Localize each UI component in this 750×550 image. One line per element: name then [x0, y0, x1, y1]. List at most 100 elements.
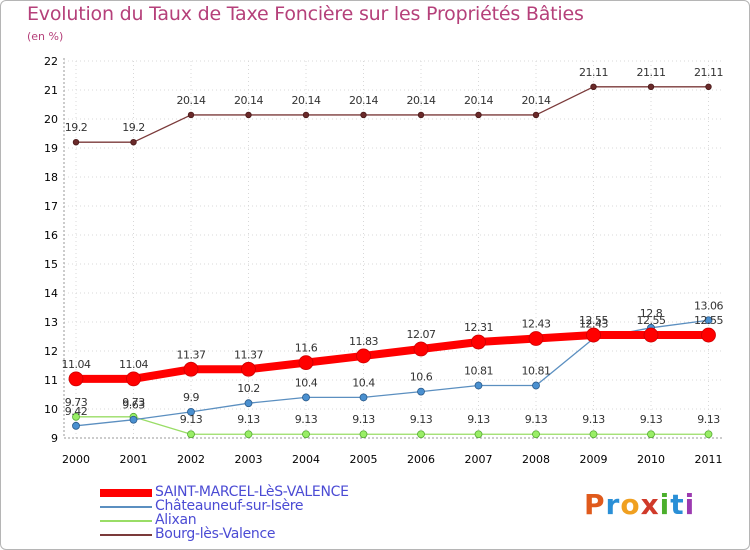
data-point	[129, 415, 138, 424]
data-label: 12.55	[579, 314, 608, 327]
data-point	[413, 341, 429, 357]
y-tick-label: 18	[44, 171, 58, 184]
data-point	[360, 111, 367, 119]
logo-letter: x	[640, 488, 660, 521]
y-tick-label: 9	[51, 432, 58, 445]
data-point	[474, 381, 483, 390]
y-tick-label: 14	[44, 287, 58, 300]
data-point	[72, 412, 80, 421]
data-label: 21.11	[637, 66, 666, 79]
data-label: 9.63	[122, 399, 145, 412]
legend-label: SAINT-MARCEL-LèS-VALENCE	[155, 484, 349, 500]
logo-letter: i	[684, 488, 696, 521]
data-point	[359, 393, 368, 402]
data-label: 10.6	[410, 371, 433, 384]
data-point	[586, 327, 601, 343]
series-3	[72, 83, 712, 146]
series-line	[76, 331, 709, 383]
data-point	[474, 430, 483, 439]
x-tick-label: 2008	[522, 453, 550, 466]
legend-label: Alixan	[155, 512, 197, 528]
data-label: 12.07	[407, 328, 436, 341]
data-label: 9.13	[295, 413, 318, 426]
data-label: 9.13	[410, 413, 433, 426]
data-point	[245, 111, 252, 119]
data-point	[532, 430, 540, 439]
data-point	[187, 430, 195, 439]
legend-swatch	[100, 534, 152, 536]
data-point	[417, 430, 425, 439]
data-point	[302, 393, 310, 402]
logo-letter: i	[659, 488, 671, 521]
x-tick-label: 2010	[637, 453, 665, 466]
x-tick-label: 2000	[62, 453, 90, 466]
data-label: 20.14	[522, 94, 551, 107]
legend-item: Alixan	[100, 512, 380, 529]
data-point	[590, 83, 597, 91]
series-layer	[68, 83, 716, 439]
data-point	[68, 371, 84, 387]
data-label: 9.13	[180, 413, 203, 426]
data-label: 19.2	[65, 121, 88, 134]
data-point	[72, 421, 80, 430]
data-label: 21.11	[694, 66, 723, 79]
x-tick-label: 2009	[580, 453, 608, 466]
y-tick-label: 13	[44, 316, 58, 329]
data-label: 12.55	[637, 314, 666, 327]
legend-item: Bourg-lès-Valence	[100, 526, 380, 543]
legend-item: SAINT-MARCEL-LèS-VALENCE	[100, 484, 380, 501]
x-tick-label: 2011	[695, 453, 723, 466]
data-label: 12.8	[640, 307, 663, 320]
data-point	[647, 430, 655, 439]
data-label: 9.13	[697, 413, 720, 426]
legend-swatch	[100, 506, 152, 508]
data-label: 13.06	[694, 299, 723, 312]
x-tick-label: 2004	[292, 453, 320, 466]
data-point	[359, 430, 368, 439]
data-label: 20.14	[177, 94, 206, 107]
legend-swatch	[100, 489, 152, 497]
legend-swatch	[100, 520, 152, 522]
data-point	[302, 430, 310, 439]
data-label: 10.2	[237, 382, 260, 395]
logo-letter: P	[584, 488, 606, 521]
data-point	[704, 316, 713, 325]
data-label: 20.14	[464, 94, 493, 107]
data-label: 10.4	[295, 376, 318, 389]
data-label: 12.43	[579, 318, 608, 331]
x-tick-label: 2003	[235, 453, 263, 466]
series-line	[76, 86, 709, 143]
data-point	[187, 111, 195, 119]
data-point	[241, 361, 256, 377]
data-label: 9.13	[352, 413, 375, 426]
data-label: 20.14	[292, 94, 321, 107]
data-label: 9.13	[467, 413, 490, 426]
data-label: 11.37	[234, 348, 263, 361]
data-label: 11.04	[62, 358, 91, 371]
x-tick-label: 2005	[350, 453, 378, 466]
data-label: 11.83	[349, 335, 378, 348]
legend-label: Châteauneuf-sur-Isère	[155, 498, 304, 514]
y-tick-label: 15	[44, 258, 58, 271]
data-point	[647, 83, 655, 91]
y-tick-label: 19	[44, 142, 58, 155]
chart-subtitle: (en %)	[27, 30, 64, 43]
y-tick-label: 16	[44, 229, 58, 242]
data-label: 9.73	[122, 396, 145, 409]
data-label: 20.14	[349, 94, 378, 107]
data-label: 9.13	[640, 413, 663, 426]
data-point	[356, 348, 371, 364]
y-tick-label: 11	[44, 374, 58, 387]
chart-axes: 9 10 11 12 13 14 15 16 17 18 19 20 21 22 2000 2001 2002 2…	[44, 55, 724, 466]
series-2	[72, 412, 713, 439]
data-label: 12.55	[694, 314, 723, 327]
legend-item: Châteauneuf-sur-Isère	[100, 498, 380, 515]
logo-letter: o	[620, 488, 641, 521]
logo-letter: r	[605, 488, 621, 521]
data-label: 10.81	[464, 365, 493, 378]
x-tick-label: 2001	[120, 453, 148, 466]
data-label: 9.13	[525, 413, 548, 426]
y-tick-label: 12	[44, 345, 58, 358]
data-point	[589, 430, 598, 439]
